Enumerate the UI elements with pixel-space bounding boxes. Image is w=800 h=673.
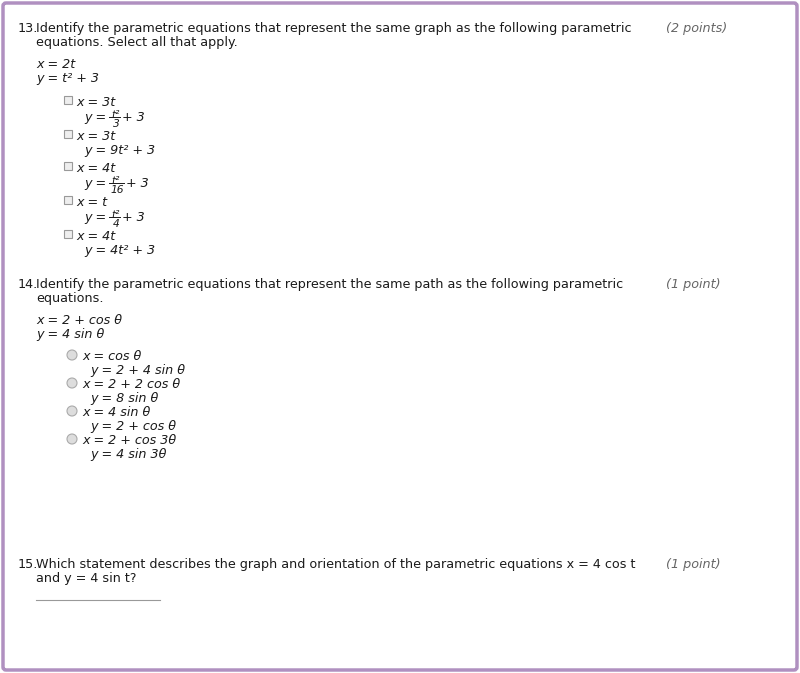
Text: x = 2 + cos θ: x = 2 + cos θ — [36, 314, 122, 327]
Circle shape — [67, 434, 77, 444]
Text: y = 4t² + 3: y = 4t² + 3 — [84, 244, 155, 257]
Text: Identify the parametric equations that represent the same graph as the following: Identify the parametric equations that r… — [36, 22, 631, 35]
Text: 3: 3 — [113, 119, 120, 129]
Bar — [64, 130, 72, 138]
Text: t²: t² — [111, 176, 119, 186]
Text: x = 3t: x = 3t — [76, 96, 115, 109]
Circle shape — [67, 406, 77, 416]
Text: + 3: + 3 — [122, 111, 145, 124]
Text: x = 4t: x = 4t — [76, 230, 115, 243]
Text: equations. Select all that apply.: equations. Select all that apply. — [36, 36, 238, 49]
Bar — [64, 96, 72, 104]
Text: y = t² + 3: y = t² + 3 — [36, 72, 99, 85]
Text: (2 points): (2 points) — [666, 22, 727, 35]
Circle shape — [67, 350, 77, 360]
Text: + 3: + 3 — [126, 177, 149, 190]
Text: x = t: x = t — [76, 196, 107, 209]
Text: y = 2 + cos θ: y = 2 + cos θ — [90, 420, 176, 433]
Text: y = 4 sin θ: y = 4 sin θ — [36, 328, 104, 341]
Text: y =: y = — [84, 177, 106, 190]
Text: y = 8 sin θ: y = 8 sin θ — [90, 392, 158, 405]
Text: x = 4 sin θ: x = 4 sin θ — [82, 406, 150, 419]
FancyBboxPatch shape — [3, 3, 797, 670]
Text: 14.: 14. — [18, 278, 38, 291]
Text: x = 2 + cos 3θ: x = 2 + cos 3θ — [82, 434, 176, 447]
Bar — [64, 230, 72, 238]
Text: x = 2 + 2 cos θ: x = 2 + 2 cos θ — [82, 378, 180, 391]
Text: + 3: + 3 — [122, 211, 145, 224]
Text: 16: 16 — [110, 185, 123, 195]
Text: 15.: 15. — [18, 558, 38, 571]
Text: (1 point): (1 point) — [666, 278, 721, 291]
Text: y = 9t² + 3: y = 9t² + 3 — [84, 144, 155, 157]
Bar — [64, 162, 72, 170]
Text: y = 2 + 4 sin θ: y = 2 + 4 sin θ — [90, 364, 185, 377]
Bar — [64, 196, 72, 204]
Text: equations.: equations. — [36, 292, 103, 305]
Text: (1 point): (1 point) — [666, 558, 721, 571]
Text: Identify the parametric equations that represent the same path as the following : Identify the parametric equations that r… — [36, 278, 623, 291]
Text: x = 3t: x = 3t — [76, 130, 115, 143]
Text: Which statement describes the graph and orientation of the parametric equations : Which statement describes the graph and … — [36, 558, 635, 571]
Text: x = 2t: x = 2t — [36, 58, 75, 71]
Text: x = 4t: x = 4t — [76, 162, 115, 175]
Circle shape — [67, 378, 77, 388]
Text: and y = 4 sin t?: and y = 4 sin t? — [36, 572, 137, 585]
Text: 4: 4 — [113, 219, 120, 229]
Text: x = cos θ: x = cos θ — [82, 350, 142, 363]
Text: t²: t² — [111, 210, 119, 220]
Text: y =: y = — [84, 111, 106, 124]
Text: t²: t² — [111, 110, 119, 120]
Text: y = 4 sin 3θ: y = 4 sin 3θ — [90, 448, 166, 461]
Text: y =: y = — [84, 211, 106, 224]
Text: 13.: 13. — [18, 22, 38, 35]
